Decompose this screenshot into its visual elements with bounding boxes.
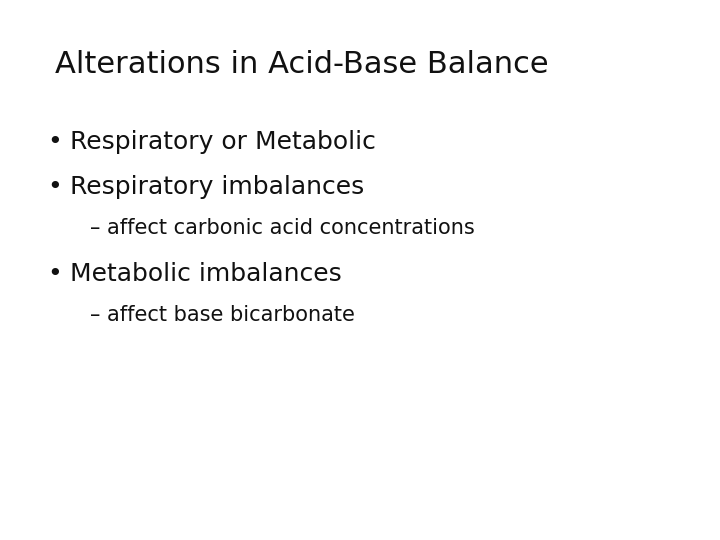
Text: Respiratory imbalances: Respiratory imbalances [70,175,364,199]
Text: •: • [47,262,62,286]
Text: Respiratory or Metabolic: Respiratory or Metabolic [70,130,376,154]
Text: •: • [47,175,62,199]
Text: Metabolic imbalances: Metabolic imbalances [70,262,342,286]
Text: – affect carbonic acid concentrations: – affect carbonic acid concentrations [90,218,474,238]
Text: Alterations in Acid-Base Balance: Alterations in Acid-Base Balance [55,50,549,79]
Text: •: • [47,130,62,154]
Text: – affect base bicarbonate: – affect base bicarbonate [90,305,355,325]
